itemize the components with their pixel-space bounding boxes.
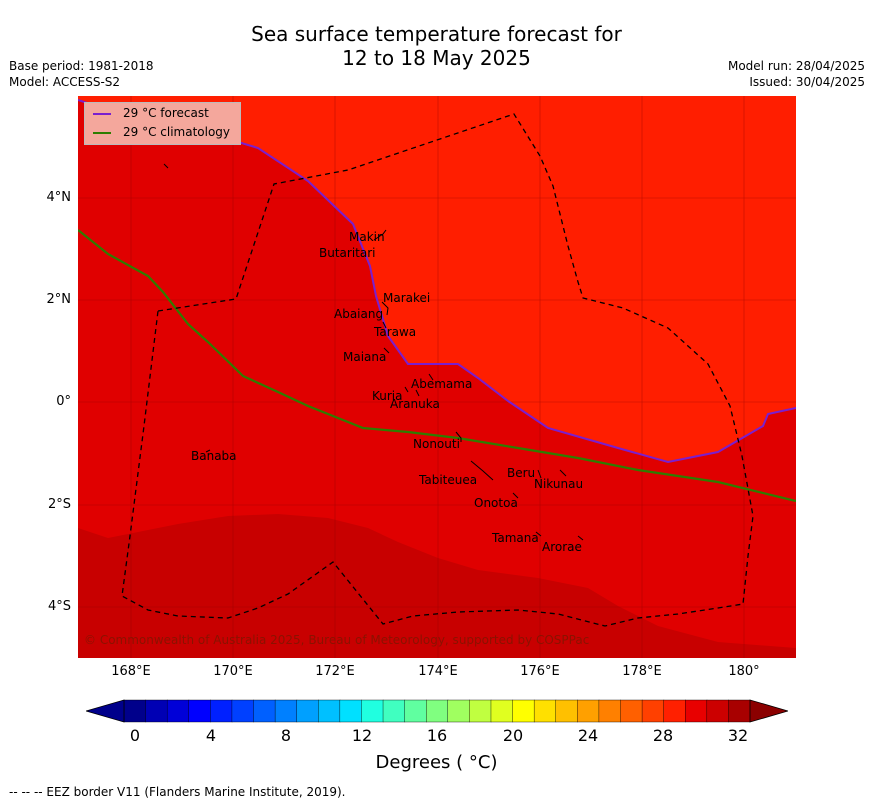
x-tick: 180°	[728, 664, 760, 679]
island-labels: Makin Butaritari Marakei Abaiang Tarawa …	[191, 230, 583, 554]
colorbar-cell	[382, 699, 406, 723]
colorbar	[86, 699, 788, 723]
island-shapes	[163, 163, 584, 541]
island-label: Makin	[349, 230, 385, 244]
colorbar-cell	[361, 699, 384, 723]
colorbar-cell	[296, 699, 319, 723]
colorbar-cells	[123, 699, 751, 723]
eez-border	[121, 113, 754, 627]
title-line-2: 12 to 18 May 2025	[342, 46, 531, 70]
x-tick: 174°E	[418, 664, 458, 679]
region-cool-south	[78, 514, 796, 658]
x-tick: 170°E	[213, 664, 253, 679]
colorbar-cell	[318, 699, 341, 723]
colorbar-cell	[447, 699, 470, 723]
colorbar-cell	[253, 699, 276, 723]
x-tick: 168°E	[111, 664, 151, 679]
colorbar-tick: 16	[426, 726, 448, 745]
base-period: Base period: 1981-2018	[9, 59, 154, 73]
sst-map: Makin Butaritari Marakei Abaiang Tarawa …	[78, 96, 796, 658]
island-label: Marakei	[383, 291, 430, 305]
legend-climatology-swatch	[93, 132, 111, 134]
colorbar-cell	[620, 699, 643, 723]
colorbar-cell	[533, 699, 557, 723]
island-label: Tamana	[491, 531, 539, 545]
colorbar-tick: 8	[280, 726, 292, 745]
x-tick: 176°E	[520, 664, 560, 679]
y-tick: 4°N	[46, 190, 72, 205]
colorbar-cell	[166, 699, 190, 723]
y-tick: 2°N	[46, 292, 72, 307]
colorbar-cell	[274, 699, 298, 723]
colorbar-max-arrow	[749, 699, 788, 723]
x-tick: 172°E	[315, 664, 355, 679]
island-label: Banaba	[191, 449, 237, 463]
colorbar-cell	[469, 699, 492, 723]
colorbar-cell	[123, 699, 147, 723]
colorbar-tick: 28	[652, 726, 674, 745]
colorbar-cell	[231, 699, 255, 723]
forecast-29C-contour	[78, 99, 796, 464]
island-label: Butaritari	[319, 246, 376, 260]
island-label: Aranuka	[390, 397, 440, 411]
colorbar-cell	[641, 699, 665, 723]
issued-date: Issued: 30/04/2025	[749, 75, 865, 89]
model-run: Model run: 28/04/2025	[727, 59, 865, 73]
colorbar-cell	[555, 699, 578, 723]
colorbar-cell	[577, 699, 600, 723]
y-tick: 2°S	[47, 497, 71, 512]
colorbar-cell	[210, 699, 233, 723]
legend-forecast-label: 29 °C forecast	[123, 106, 209, 120]
colorbar-cell	[490, 699, 514, 723]
island-label: Abaiang	[334, 307, 383, 321]
colorbar-tick: 4	[205, 726, 217, 745]
colorbar-cell	[512, 699, 535, 723]
legend-climatology-label: 29 °C climatology	[123, 125, 231, 139]
legend: 29 °C forecast 29 °C climatology	[84, 102, 241, 145]
colorbar-min-arrow	[86, 699, 125, 723]
island-label: Onotoa	[474, 496, 518, 510]
colorbar-cell	[188, 699, 211, 723]
footnote: -- -- -- EEZ border V11 (Flanders Marine…	[9, 785, 346, 799]
island-label: Tabiteuea	[418, 473, 477, 487]
copyright-text: © Commonwealth of Australia 2025, Bureau…	[84, 633, 589, 647]
colorbar-tick: 24	[577, 726, 599, 745]
island-label: Nikunau	[534, 477, 583, 491]
island-label: Arorae	[542, 540, 582, 554]
colorbar-cell	[404, 699, 427, 723]
y-tick: 4°S	[47, 599, 71, 614]
colorbar-cell	[663, 699, 686, 723]
island-label: Maiana	[343, 350, 386, 364]
colorbar-cell	[706, 699, 729, 723]
colorbar-cell	[339, 699, 362, 723]
colorbar-label: Degrees ( °C)	[375, 752, 498, 773]
island-label: Tarawa	[373, 325, 416, 339]
legend-forecast-swatch	[93, 113, 111, 115]
colorbar-tick: 20	[502, 726, 524, 745]
island-label: Abemama	[411, 377, 472, 391]
page-title: Sea surface temperature forecast for 12 …	[0, 22, 873, 70]
meta-left: Base period: 1981-2018 Model: ACCESS-S2	[9, 58, 154, 90]
colorbar-cell	[598, 699, 621, 723]
colorbar-cell	[728, 699, 751, 723]
climatology-29C-contour	[78, 229, 796, 503]
meta-right: Model run: 28/04/2025 Issued: 30/04/2025	[728, 58, 865, 90]
colorbar-tick: 0	[129, 726, 141, 745]
colorbar-cell	[145, 699, 168, 723]
colorbar-tick: 12	[351, 726, 373, 745]
island-label: Kuria	[372, 389, 403, 403]
model-name: Model: ACCESS-S2	[9, 75, 121, 89]
colorbar-cell	[426, 699, 449, 723]
colorbar-tick: 32	[727, 726, 749, 745]
island-label: Nonouti	[413, 437, 460, 451]
grid	[78, 96, 796, 658]
colorbar-cell	[685, 699, 708, 723]
island-label: Beru	[507, 466, 535, 480]
x-tick: 178°E	[622, 664, 662, 679]
title-line-1: Sea surface temperature forecast for	[251, 22, 622, 46]
y-tick: 0°	[56, 394, 71, 409]
